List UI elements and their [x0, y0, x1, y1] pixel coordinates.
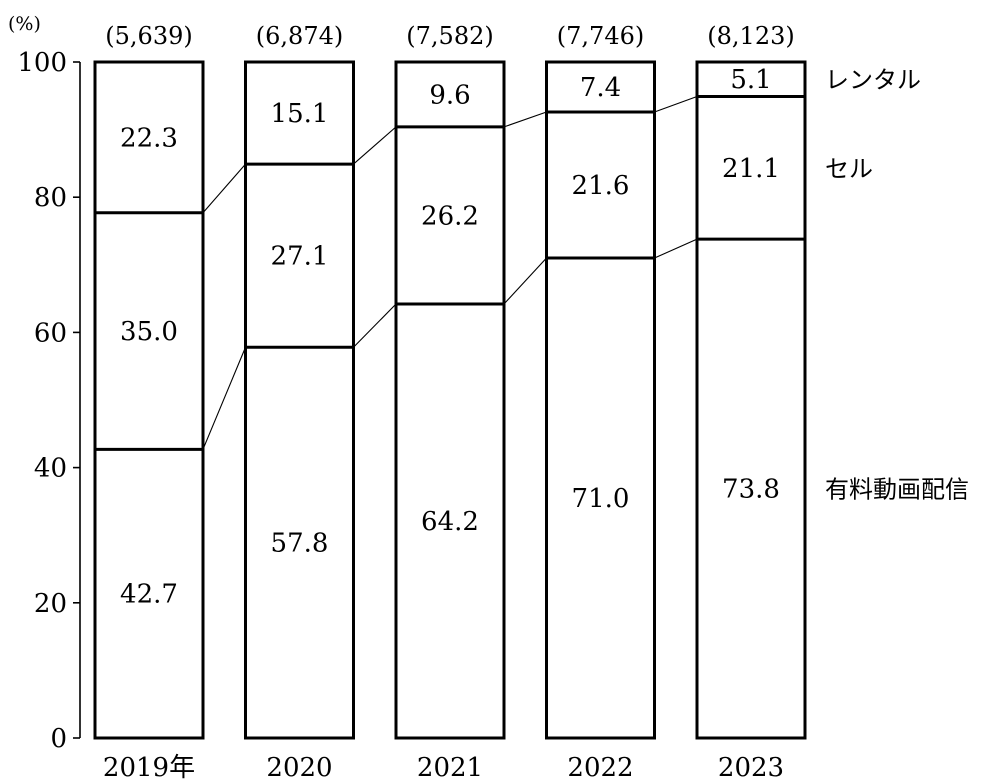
connector-line	[503, 111, 547, 128]
series-label: 有料動画配信	[825, 476, 969, 504]
data-label: 42.7	[120, 580, 178, 610]
data-label: 26.2	[421, 201, 479, 231]
y-tick-label: 0	[50, 724, 67, 754]
bar-segment	[395, 303, 505, 739]
axis-layer	[73, 61, 81, 739]
connector-line	[202, 163, 246, 214]
data-label: 15.1	[271, 99, 329, 129]
connector-line	[503, 257, 547, 305]
x-tick-label: 2022	[567, 753, 633, 780]
total-label: (5,639)	[105, 22, 192, 50]
data-label: 21.6	[572, 171, 630, 201]
total-label: (7,746)	[557, 22, 644, 50]
data-label: 35.0	[120, 317, 178, 347]
data-label: 5.1	[730, 65, 771, 95]
total-label: (6,874)	[256, 22, 343, 50]
data-label: 73.8	[722, 475, 780, 505]
x-tick-label: 2020	[266, 753, 332, 780]
data-label: 64.2	[421, 507, 479, 537]
bar-segment	[395, 126, 505, 305]
y-unit-label: (%)	[8, 13, 41, 35]
bar-segment	[545, 257, 656, 739]
bar-layer	[93, 60, 807, 740]
bar-segment	[244, 61, 355, 165]
y-tick-label: 60	[34, 318, 67, 348]
data-label: 21.1	[722, 154, 780, 184]
data-label: 57.8	[271, 529, 329, 559]
data-label: 27.1	[271, 242, 329, 272]
data-label: 71.0	[572, 484, 630, 514]
bar-outline	[545, 60, 656, 740]
bar-outline	[695, 60, 807, 740]
x-tick-label: 2021	[417, 753, 483, 780]
bar-segment	[94, 61, 204, 214]
data-label: 7.4	[580, 73, 621, 103]
x-tick-label: 2023	[718, 753, 784, 780]
data-label: 22.3	[120, 123, 178, 153]
data-label: 9.6	[429, 80, 470, 110]
total-label: (7,582)	[406, 22, 493, 50]
bar-segment	[545, 111, 656, 259]
connector-line	[353, 126, 397, 165]
bar-outline	[93, 60, 205, 740]
connector-line	[654, 238, 698, 259]
y-tick-label: 40	[34, 454, 67, 484]
connector-line	[654, 95, 698, 113]
y-tick-label: 80	[34, 183, 67, 213]
y-tick-label: 20	[34, 589, 67, 619]
total-label: (8,123)	[707, 22, 794, 50]
label-layer: (%) 0 20 40 60 80 100 42.7 35.0 22.3 2019年 (5,639) 5…	[8, 13, 969, 780]
bar-segment	[244, 346, 355, 739]
series-label: セル	[825, 155, 873, 183]
series-label: レンタル	[825, 66, 921, 94]
bar-segment	[94, 448, 204, 739]
bar-outline	[394, 60, 506, 740]
bar-segment	[696, 95, 806, 240]
connector-line	[353, 303, 397, 348]
bar-outline	[244, 60, 355, 740]
y-tick-label: 100	[17, 48, 67, 78]
x-tick-label: 2019年	[103, 753, 195, 780]
connector-layer	[202, 95, 698, 450]
connector-line	[202, 347, 247, 450]
